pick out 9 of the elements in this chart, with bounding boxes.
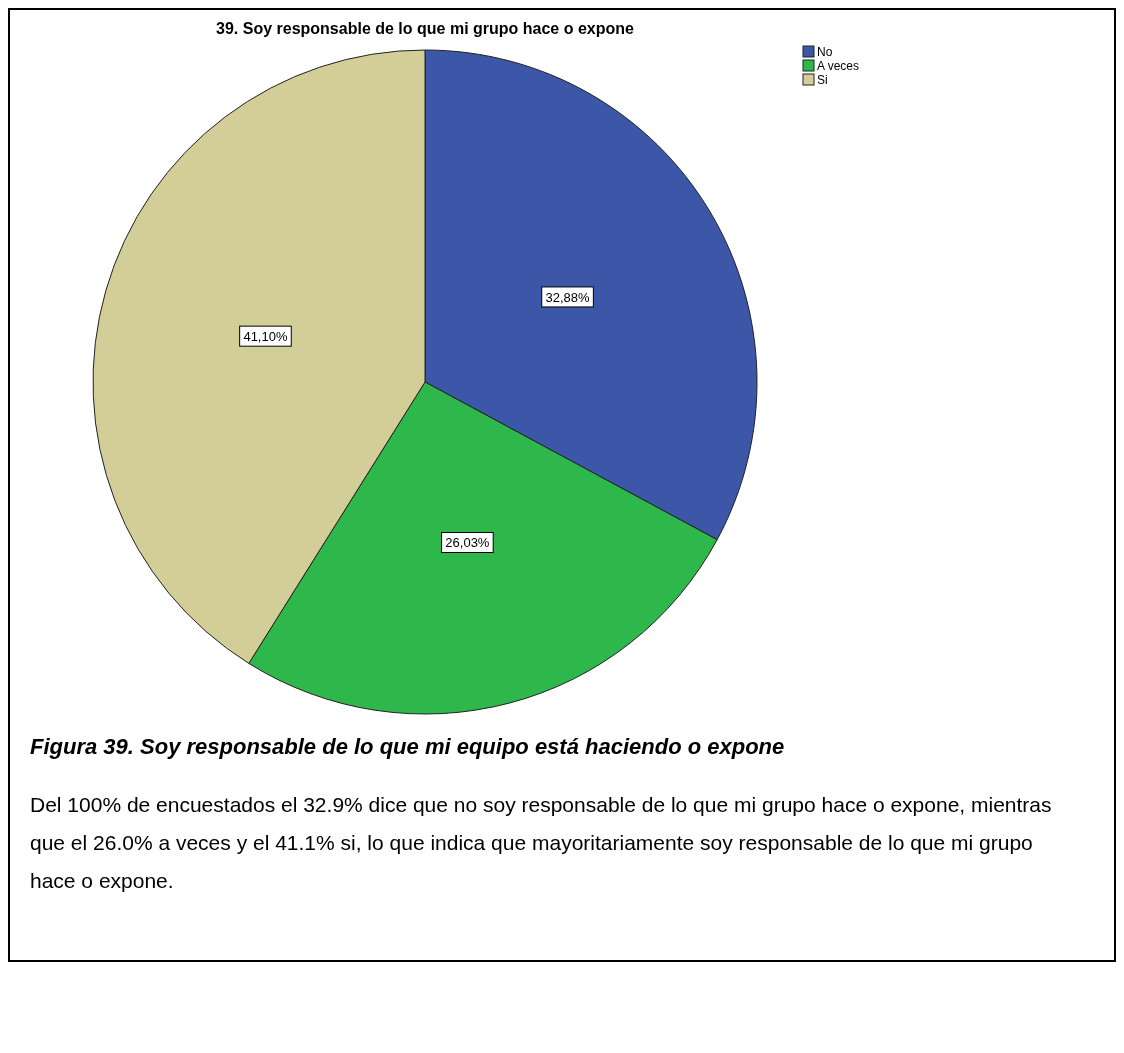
data-label: 26,03%: [445, 535, 490, 551]
text: Figura 39. Soy responsable de lo que mi equipo está haciendo o expone: [29, 734, 786, 760]
legend-label: No: [817, 45, 833, 59]
legend-label: A veces: [817, 59, 860, 73]
chart-title: 39. Soy responsable de lo que mi grupo hace o expone: [216, 20, 635, 37]
data-label: 32,88%: [545, 289, 591, 305]
data-label: 41,10%: [243, 329, 288, 345]
text: Del 100% de encuestados el 32.9% dice que no soy responsable de lo que mi grupo hace o expone, mientras que el 26.0% a veces y el 41.1% si, lo que indica que mayoritariamente soy responsable de lo que mi grupo hace o expone.: [29, 792, 1053, 894]
legend-label: Si: [817, 73, 828, 87]
